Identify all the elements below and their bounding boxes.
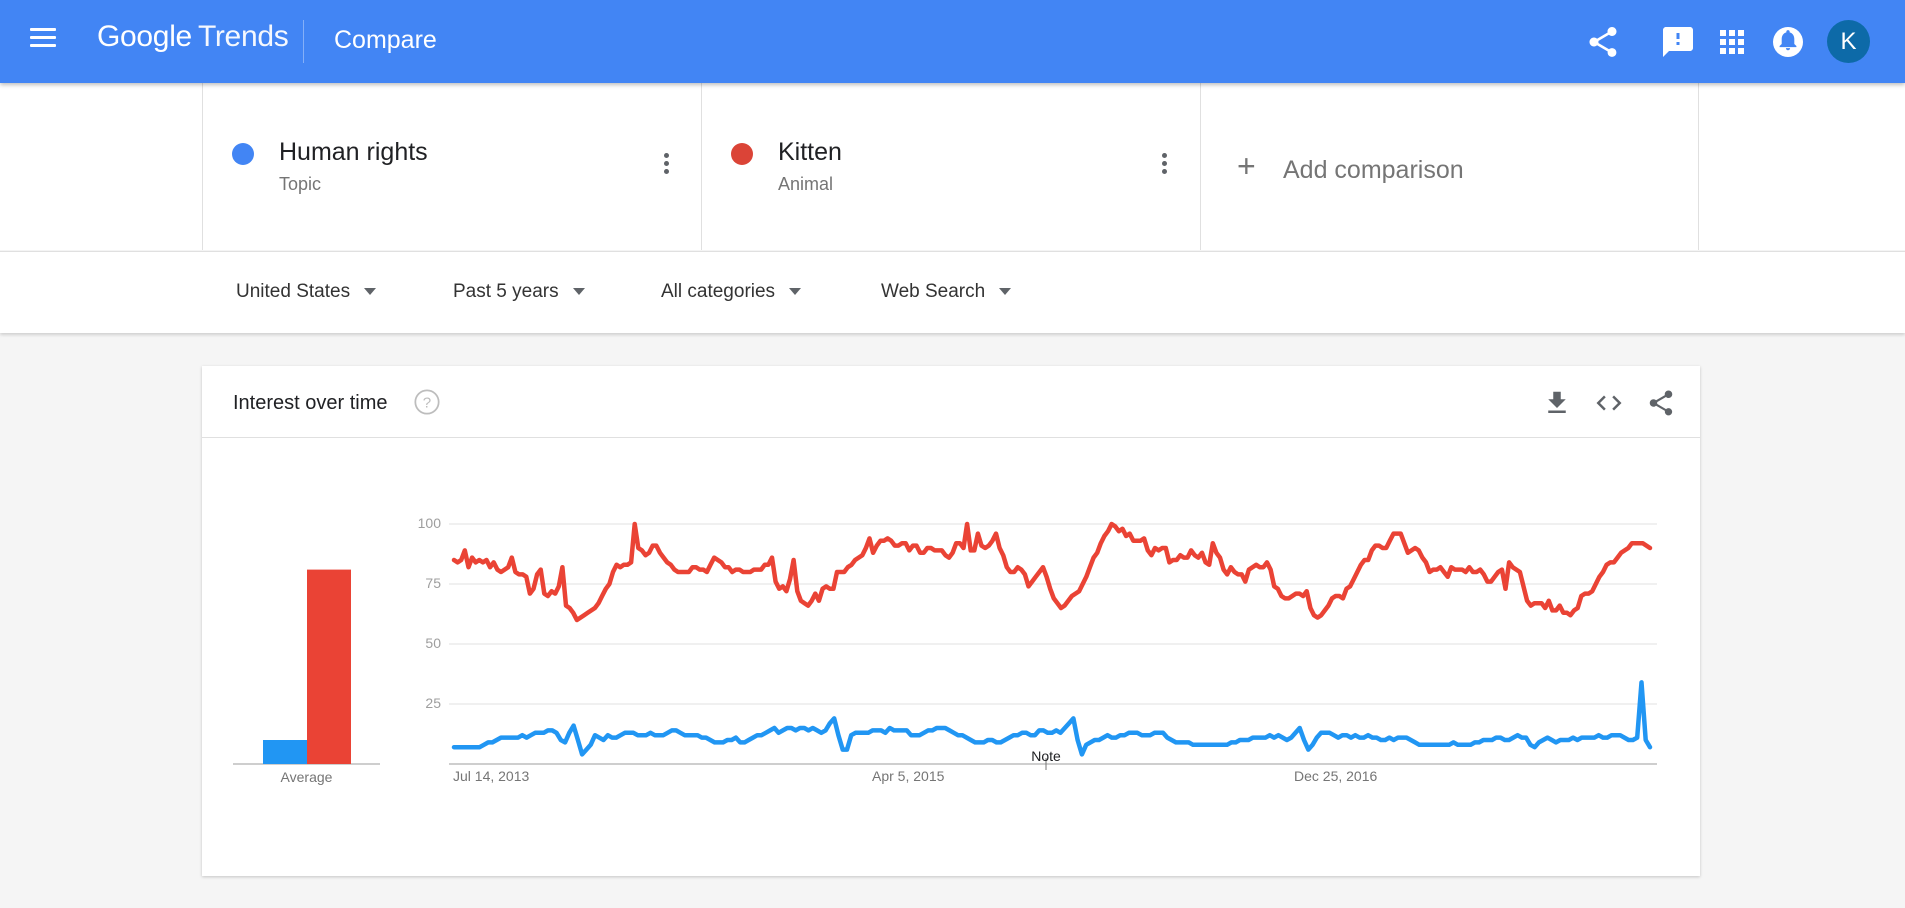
term-type: Topic [279, 174, 322, 194]
caret-down-icon [789, 288, 802, 296]
y-tick-label: 50 [425, 635, 441, 651]
google-trends-logo[interactable]: Google Trends [97, 20, 289, 60]
logo-trends-text: Trends [197, 20, 289, 53]
time-filter-label: Past 5 years [453, 281, 559, 302]
add-comparison-button[interactable]: + Add comparison [1200, 83, 1699, 250]
plus-icon: + [1237, 148, 1256, 184]
filter-bar: United States Past 5 years All categorie… [0, 251, 1905, 333]
interest-over-time-card: Interest over time ? 25 50 75 100 Jul 14, 20… [202, 366, 1700, 876]
add-comparison-label: Add comparison [1283, 156, 1464, 184]
term-color-dot [731, 143, 753, 165]
share-icon[interactable] [1585, 24, 1621, 60]
download-icon[interactable] [1542, 388, 1572, 418]
y-tick-label: 75 [425, 575, 441, 591]
term-name[interactable]: Human rights [279, 138, 428, 166]
category-filter-label: All categories [661, 281, 776, 302]
term-name[interactable]: Kitten [778, 138, 842, 166]
menu-icon[interactable] [30, 28, 56, 54]
logo-google-text: Google [97, 20, 192, 53]
time-filter[interactable]: Past 5 years [453, 281, 585, 303]
app-header: Google Trends Compare K [0, 0, 1905, 83]
term-card-kitten[interactable]: Kitten Animal [701, 83, 1200, 250]
embed-icon[interactable] [1594, 388, 1624, 418]
term-color-dot [232, 143, 254, 165]
compare-bar: Human rights Topic Kitten Animal + Add c… [0, 83, 1905, 250]
caret-down-icon [572, 288, 585, 296]
caret-down-icon [999, 288, 1012, 296]
notifications-icon[interactable] [1770, 24, 1806, 60]
y-tick-label: 100 [418, 515, 442, 531]
term-card-human-rights[interactable]: Human rights Topic [202, 83, 701, 250]
more-options-icon[interactable] [661, 153, 671, 181]
x-tick-label: Apr 5, 2015 [872, 768, 945, 784]
search-type-filter[interactable]: Web Search [881, 281, 1012, 303]
share-icon[interactable] [1646, 388, 1676, 418]
header-divider [303, 20, 304, 63]
card-header: Interest over time ? [202, 366, 1700, 438]
region-filter[interactable]: United States [236, 281, 377, 303]
term-type: Animal [778, 174, 834, 194]
avatar[interactable]: K [1827, 20, 1870, 63]
apps-icon[interactable] [1714, 24, 1750, 60]
caret-down-icon [364, 288, 377, 296]
x-tick-label: Dec 25, 2016 [1294, 768, 1377, 784]
interest-chart: 25 50 75 100 Jul 14, 2013 Apr 5, 2015 Dec 25, … [233, 515, 1657, 785]
note-annotation: Note [1031, 748, 1061, 764]
category-filter[interactable]: All categories [661, 281, 802, 303]
svg-text:?: ? [423, 394, 431, 411]
average-bar-kitten [307, 569, 351, 764]
average-label: Average [281, 769, 333, 785]
search-type-filter-label: Web Search [881, 281, 986, 302]
y-tick-label: 25 [425, 695, 441, 711]
page-title: Compare [334, 26, 437, 54]
more-options-icon[interactable] [1159, 153, 1169, 181]
series-line-kitten [451, 521, 1653, 623]
help-icon[interactable]: ? [413, 388, 441, 416]
feedback-icon[interactable] [1660, 24, 1696, 60]
x-tick-label: Jul 14, 2013 [453, 768, 529, 784]
average-bar-human-rights [263, 740, 307, 764]
series-line-human-rights [451, 680, 1653, 757]
card-title: Interest over time [233, 392, 388, 414]
region-filter-label: United States [236, 281, 351, 302]
